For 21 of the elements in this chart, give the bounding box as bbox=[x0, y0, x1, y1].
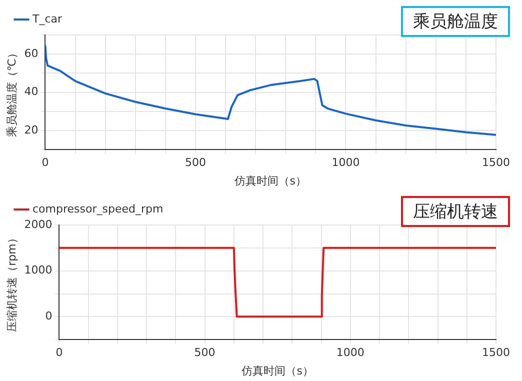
x-tick-label: 500 bbox=[194, 346, 216, 360]
x-tick-label: 1500 bbox=[482, 346, 510, 360]
y-tick-label: 40 bbox=[24, 85, 38, 98]
chart-title: 乘员舱温度 bbox=[401, 6, 510, 37]
x-axis-title: 仿真时间（s） bbox=[234, 174, 306, 188]
chart-title: 压缩机转速 bbox=[401, 196, 510, 227]
y-tick-label: 60 bbox=[24, 46, 38, 60]
y-axis-title: 压缩机转速（rpm） bbox=[5, 232, 18, 332]
x-tick-label: 1000 bbox=[336, 346, 364, 360]
legend-label: T_car bbox=[32, 12, 63, 26]
legend-label: compressor_speed_rpm bbox=[32, 202, 164, 216]
y-tick-label: 2000 bbox=[24, 218, 52, 231]
y-tick-label: 20 bbox=[24, 123, 38, 136]
x-tick-label: 500 bbox=[184, 156, 206, 170]
x-axis-title: 仿真时间（s） bbox=[240, 364, 314, 378]
x-tick-label: 0 bbox=[56, 346, 63, 360]
y-tick-label: 1000 bbox=[24, 264, 52, 277]
y-axis-title: 乘员舱温度（℃） bbox=[5, 48, 18, 137]
x-tick-label: 1500 bbox=[482, 156, 510, 170]
x-tick-label: 1000 bbox=[332, 156, 360, 170]
y-tick-label: 0 bbox=[45, 310, 52, 323]
